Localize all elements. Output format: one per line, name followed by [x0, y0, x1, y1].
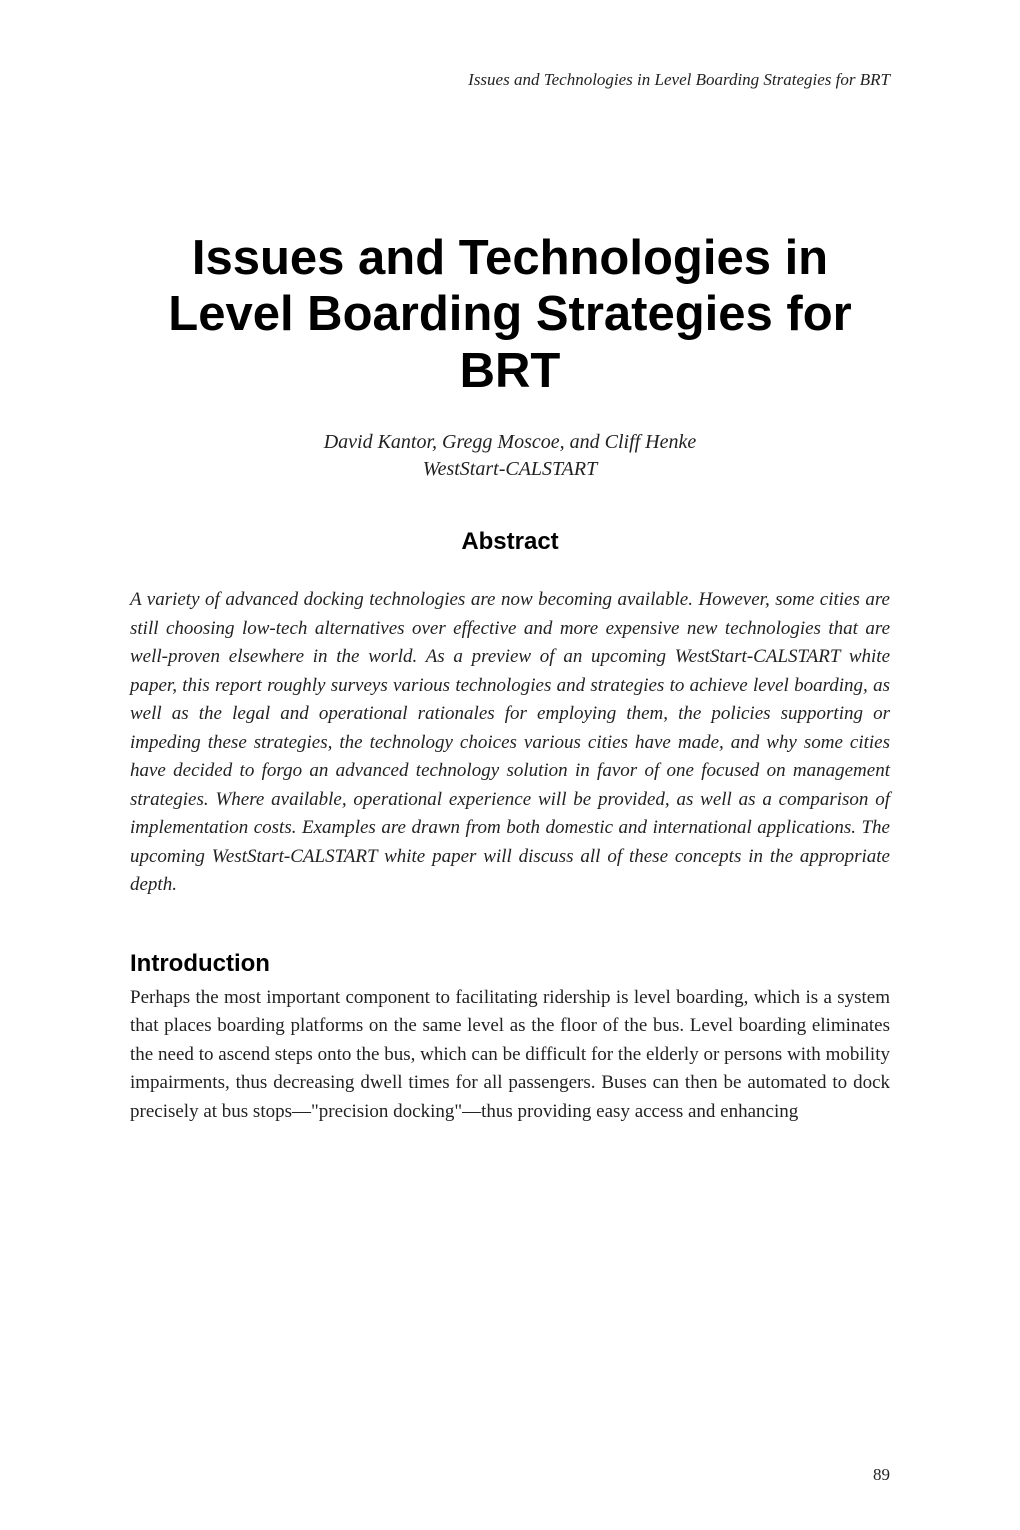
abstract-body: A variety of advanced docking technologi… — [130, 586, 890, 900]
introduction-body: Perhaps the most important component to … — [130, 984, 890, 1127]
author-names: David Kantor, Gregg Moscoe, and Cliff He… — [130, 429, 890, 456]
article-title: Issues and Technologies in Level Boardin… — [130, 230, 890, 399]
abstract-heading: Abstract — [130, 528, 890, 556]
introduction-heading: Introduction — [130, 950, 890, 978]
running-header: Issues and Technologies in Level Boardin… — [130, 70, 890, 90]
page-number: 89 — [873, 1465, 890, 1485]
author-affiliation: WestStart-CALSTART — [130, 456, 890, 483]
authors-block: David Kantor, Gregg Moscoe, and Cliff He… — [130, 429, 890, 483]
